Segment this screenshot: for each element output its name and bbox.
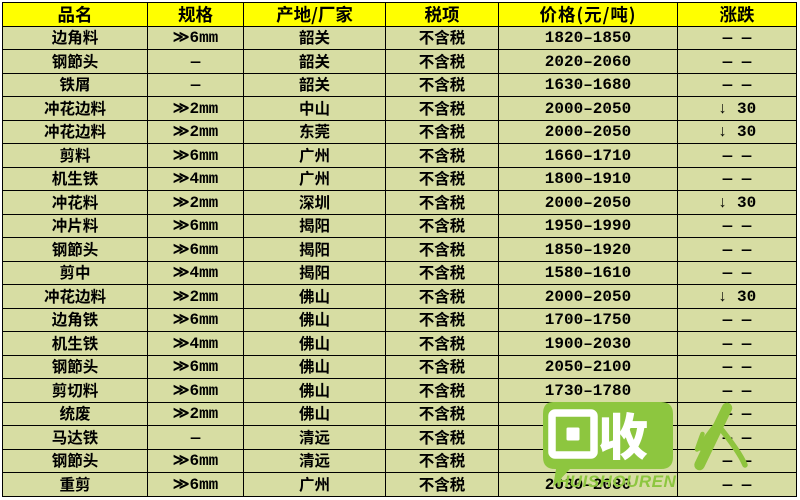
svg-text:收: 收	[598, 398, 648, 470]
